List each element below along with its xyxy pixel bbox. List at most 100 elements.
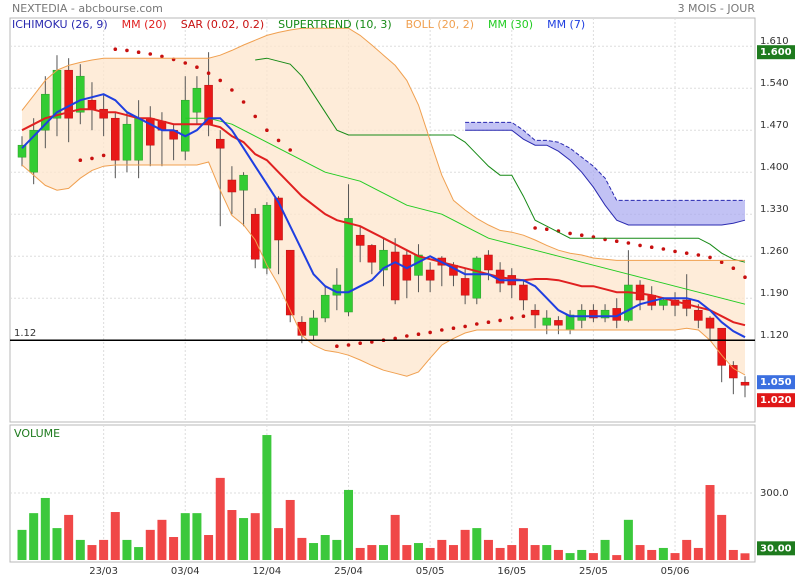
legend-entry: MM (20) (122, 18, 167, 31)
volume-bar (227, 510, 237, 560)
legend-entry: SAR (0.02, 0.2) (181, 18, 264, 31)
volume-bar (717, 514, 727, 560)
legend-entry: ICHIMOKU (26, 9) (12, 18, 108, 31)
volume-bar (367, 545, 377, 560)
volume-bar (530, 545, 540, 560)
volume-bar (705, 485, 715, 560)
sar-dot (533, 226, 537, 230)
candle-body (250, 213, 260, 260)
volume-bar (495, 547, 505, 560)
candle-body (367, 245, 377, 263)
candle-body (64, 69, 73, 119)
legend-entry: MM (7) (547, 18, 585, 31)
price-tag-label: 1.600 (760, 47, 792, 58)
volume-bar (332, 539, 342, 560)
volume-bar (320, 535, 330, 560)
volume-bar (75, 539, 85, 560)
x-tick-label: 05/06 (661, 566, 690, 577)
volume-tag (757, 541, 795, 556)
candle-body (565, 314, 575, 331)
volume-bar (250, 513, 260, 560)
candle-body (41, 93, 50, 131)
candle-body (542, 317, 552, 326)
sar-dot (125, 48, 129, 53)
candle-body (76, 75, 85, 113)
volume-bar (262, 435, 272, 560)
candle-body (239, 174, 248, 191)
candle-body (99, 108, 108, 119)
volume-bar (425, 547, 435, 560)
candle-body (694, 309, 703, 321)
sar-dot (661, 247, 666, 251)
x-tick-label: 12/04 (252, 566, 281, 577)
sar-dot (288, 148, 293, 152)
sar-dot (568, 231, 572, 236)
sar-dot (673, 249, 677, 254)
candle-body (589, 309, 598, 319)
volume-bar (647, 549, 657, 560)
indicator-line (465, 121, 745, 201)
y-tick-label: 1.400 (760, 162, 789, 173)
volume-bar (402, 545, 412, 560)
candle-body (87, 99, 97, 110)
sar-dot (335, 344, 339, 349)
sar-dot (626, 241, 631, 245)
sar-dot (265, 128, 269, 132)
sar-dot (358, 341, 362, 346)
volume-bar (448, 545, 458, 560)
period: 3 MOIS - JOUR (678, 2, 756, 15)
candle-body (600, 309, 610, 319)
x-tick-label: 23/03 (89, 566, 118, 577)
sar-dot (218, 78, 223, 83)
sar-dot (101, 153, 106, 158)
candle-body (659, 299, 668, 306)
candle-body (122, 123, 132, 161)
volume-bar (600, 539, 610, 560)
candle-body (17, 144, 27, 158)
volume-bar (577, 549, 587, 560)
sar-dot (393, 336, 397, 341)
y-tick-label: 1.120 (760, 330, 789, 341)
volume-bar (87, 545, 97, 560)
volume-bar (740, 553, 750, 560)
sar-dot (405, 334, 409, 338)
y-tick-label: 1.540 (760, 78, 789, 89)
indicator-line (255, 57, 746, 263)
indicator-line (21, 27, 745, 261)
sar-dot (136, 50, 141, 54)
sar-dot (544, 227, 549, 231)
x-tick-label: 25/05 (579, 566, 608, 577)
volume-bar (507, 545, 517, 560)
chart-title: NEXTEDIA - abcbourse.com (12, 2, 163, 15)
volume-bar (215, 477, 225, 560)
volume-bar (635, 545, 645, 560)
sar-dot (195, 65, 199, 69)
volume-bar (483, 539, 493, 560)
sar-dot (440, 328, 444, 332)
candle-body (227, 179, 237, 193)
indicator-line (465, 129, 746, 226)
volume-bar (588, 553, 598, 560)
y-tick-label: 1.470 (760, 120, 789, 131)
candle-body (285, 249, 295, 316)
sar-dot (346, 343, 351, 347)
y-tick-label: 300.0 (760, 488, 789, 499)
volume-bar (344, 489, 354, 560)
volume-bar (40, 497, 50, 560)
sar-dot (486, 320, 491, 325)
volume-bar (379, 545, 388, 560)
sar-dot (649, 245, 654, 249)
sar-dot (719, 260, 724, 265)
candle-body (519, 284, 528, 301)
candle-body (111, 117, 120, 161)
price-tag (757, 393, 795, 408)
reference-label: 1.12 (14, 328, 36, 339)
volume-bar (472, 528, 482, 560)
volume-bar (204, 535, 214, 560)
y-tick-label: 1.330 (760, 204, 789, 215)
candle-body (740, 381, 750, 386)
volume-bar (612, 555, 622, 560)
volume-bar (180, 513, 190, 560)
volume-bar (274, 528, 284, 560)
